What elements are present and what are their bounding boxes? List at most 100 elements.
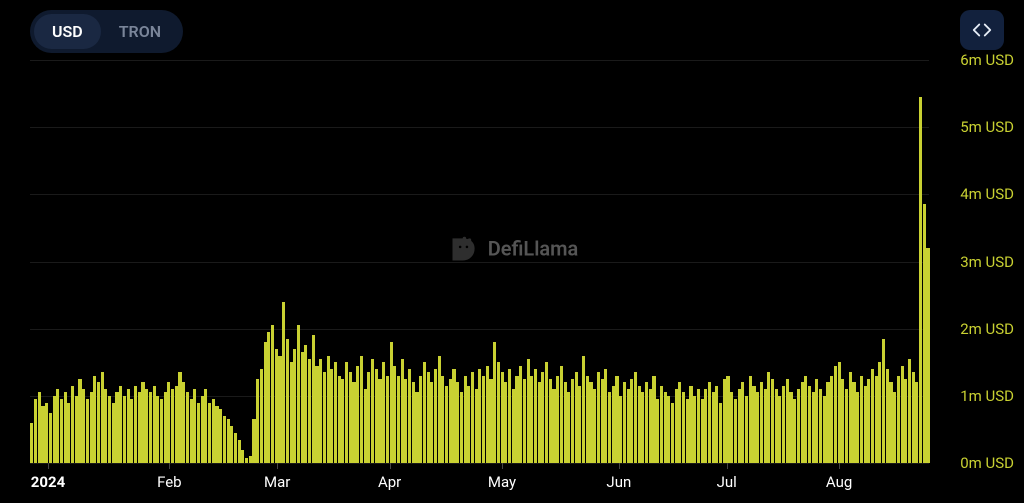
bar: [738, 389, 741, 463]
bar: [545, 362, 548, 463]
bar: [864, 386, 867, 463]
bar: [897, 376, 900, 463]
bar: [197, 403, 200, 463]
bar: [267, 332, 270, 463]
bar: [375, 369, 378, 463]
bar: [849, 372, 852, 463]
bar: [156, 396, 159, 463]
bar: [60, 399, 63, 463]
bar: [608, 392, 611, 463]
bar: [508, 369, 511, 463]
bar: [708, 382, 711, 463]
bar: [664, 392, 667, 463]
bar: [845, 389, 848, 463]
bar: [275, 349, 278, 463]
tab-group: USD TRON: [30, 10, 183, 53]
bar: [523, 379, 526, 463]
bar: [926, 248, 929, 463]
bar: [560, 366, 563, 463]
bar: [78, 379, 81, 463]
bar: [512, 389, 515, 463]
y-axis: 0m USD1m USD2m USD3m USD4m USD5m USD6m U…: [934, 60, 1014, 463]
bar: [597, 372, 600, 463]
bar: [123, 396, 126, 463]
bar: [115, 392, 118, 463]
bar: [160, 399, 163, 463]
bar: [397, 376, 400, 463]
bar: [82, 389, 85, 463]
bar: [219, 409, 222, 463]
bar: [90, 392, 93, 463]
x-axis-label: Mar: [264, 473, 290, 491]
y-axis-label: 4m USD: [960, 185, 1014, 203]
bar: [260, 369, 263, 463]
bar: [808, 386, 811, 463]
bar: [182, 382, 185, 463]
embed-button[interactable]: [960, 10, 1004, 50]
x-tick: [619, 463, 620, 469]
x-tick: [48, 463, 49, 469]
bar: [412, 382, 415, 463]
bar: [301, 352, 304, 463]
bar: [801, 382, 804, 463]
bar: [919, 97, 922, 463]
bar: [319, 359, 322, 463]
bar: [771, 379, 774, 463]
bar: [767, 372, 770, 463]
x-axis-label: Jun: [606, 473, 631, 491]
tab-usd[interactable]: USD: [34, 14, 101, 49]
bar: [153, 386, 156, 463]
bar: [312, 335, 315, 463]
bar: [904, 379, 907, 463]
bar: [249, 456, 252, 463]
bar: [38, 392, 41, 463]
y-axis-label: 2m USD: [960, 320, 1014, 338]
bar: [178, 372, 181, 463]
bar: [393, 366, 396, 463]
bar: [575, 372, 578, 463]
bar: [286, 339, 289, 463]
bar: [815, 379, 818, 463]
bar: [752, 386, 755, 463]
bar: [167, 382, 170, 463]
bar: [101, 372, 104, 463]
bar: [86, 399, 89, 463]
x-axis-label: Aug: [826, 473, 852, 491]
bar: [97, 382, 100, 463]
bar: [475, 389, 478, 463]
bar: [171, 389, 174, 463]
bar: [615, 376, 618, 463]
x-tick: [727, 463, 728, 469]
tab-tron[interactable]: TRON: [101, 14, 179, 49]
bar: [293, 349, 296, 463]
bar: [534, 369, 537, 463]
code-icon: [971, 19, 993, 41]
bar: [478, 369, 481, 463]
bar: [190, 399, 193, 463]
bar: [686, 399, 689, 463]
bar: [241, 450, 244, 463]
bar: [493, 342, 496, 463]
bar: [789, 392, 792, 463]
bar: [804, 376, 807, 463]
bar: [134, 386, 137, 463]
bar: [830, 376, 833, 463]
bar: [252, 419, 255, 463]
bar: [489, 379, 492, 463]
y-axis-label: 6m USD: [960, 51, 1014, 69]
bar: [693, 396, 696, 463]
bar: [64, 392, 67, 463]
bar: [852, 382, 855, 463]
bar: [875, 376, 878, 463]
bar: [912, 372, 915, 463]
bar: [227, 419, 230, 463]
bar: [256, 379, 259, 463]
bar: [404, 379, 407, 463]
bar: [826, 382, 829, 463]
bar: [208, 403, 211, 463]
bar: [378, 379, 381, 463]
bar: [604, 369, 607, 463]
x-axis-label: 2024: [31, 473, 65, 491]
bar: [652, 376, 655, 463]
bar: [282, 302, 285, 463]
